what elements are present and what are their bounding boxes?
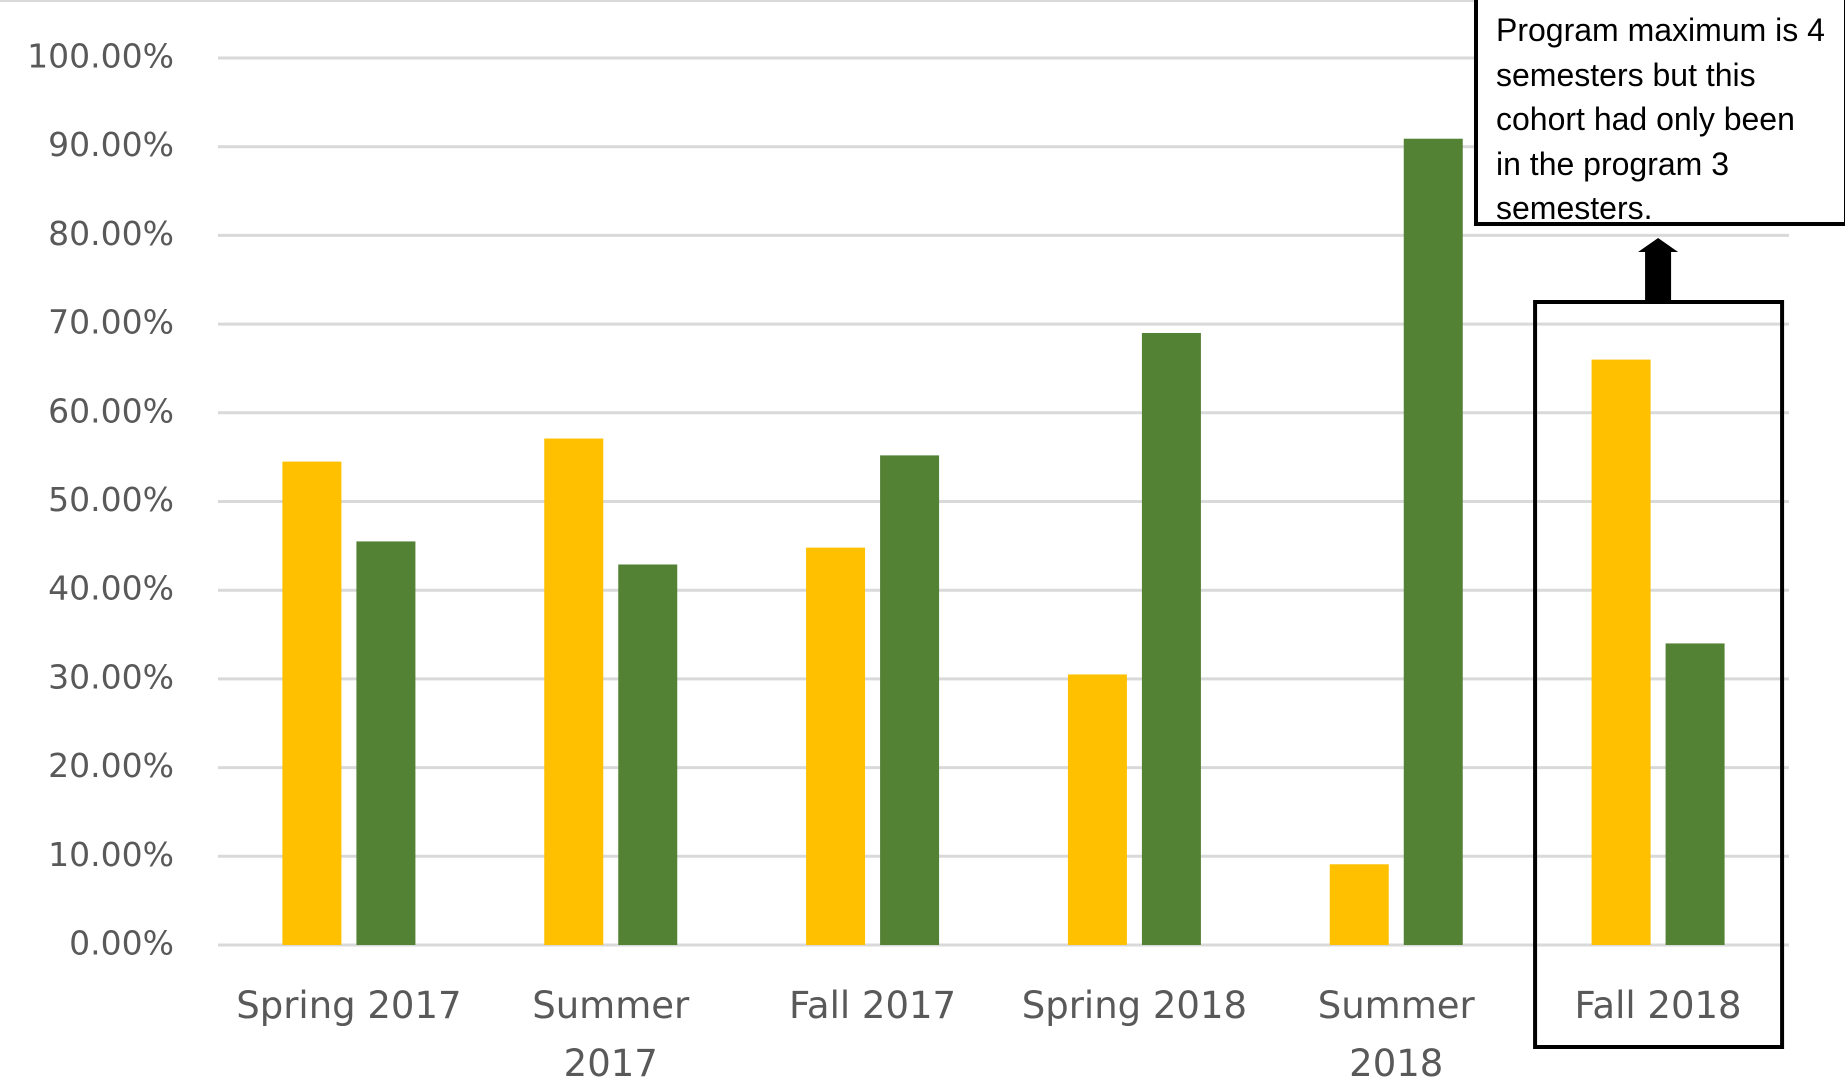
bar [544, 438, 604, 945]
x-tick-label: Fall 2018 [1574, 984, 1742, 1027]
x-tick-label: Spring 2018 [1021, 984, 1248, 1027]
annotation: Program maximum is 4 semesters but this … [1474, 0, 1845, 226]
y-tick-label: 80.00% [48, 214, 174, 253]
x-tick-label: Fall 2017 [789, 984, 957, 1027]
y-tick-label: 10.00% [48, 835, 174, 874]
y-tick-label: 20.00% [48, 746, 174, 785]
bar [282, 461, 342, 945]
callout-arrow [1638, 238, 1679, 304]
y-tick-label: 30.00% [48, 657, 174, 696]
bar [1403, 138, 1463, 946]
y-tick-label: 50.00% [48, 480, 174, 519]
bar [1591, 359, 1651, 946]
x-tick-label: Spring 2017 [236, 984, 462, 1027]
bar [806, 547, 866, 945]
y-tick-label: 0.00% [69, 924, 174, 963]
y-tick-label: 60.00% [48, 391, 174, 430]
y-tick-label: 90.00% [48, 125, 174, 164]
bar [1141, 332, 1201, 946]
bar [356, 541, 416, 945]
bar [618, 564, 678, 945]
x-tick-label: Summer 2017 [532, 984, 690, 1085]
y-tick-label: 70.00% [48, 303, 174, 342]
y-tick-label: 100.00% [27, 37, 174, 76]
bar [1067, 674, 1127, 945]
y-tick-label: 40.00% [48, 569, 174, 608]
x-tick-label: Summer 2018 [1317, 984, 1475, 1085]
bar [880, 455, 940, 945]
bar [1329, 864, 1389, 945]
bar [1665, 643, 1725, 945]
